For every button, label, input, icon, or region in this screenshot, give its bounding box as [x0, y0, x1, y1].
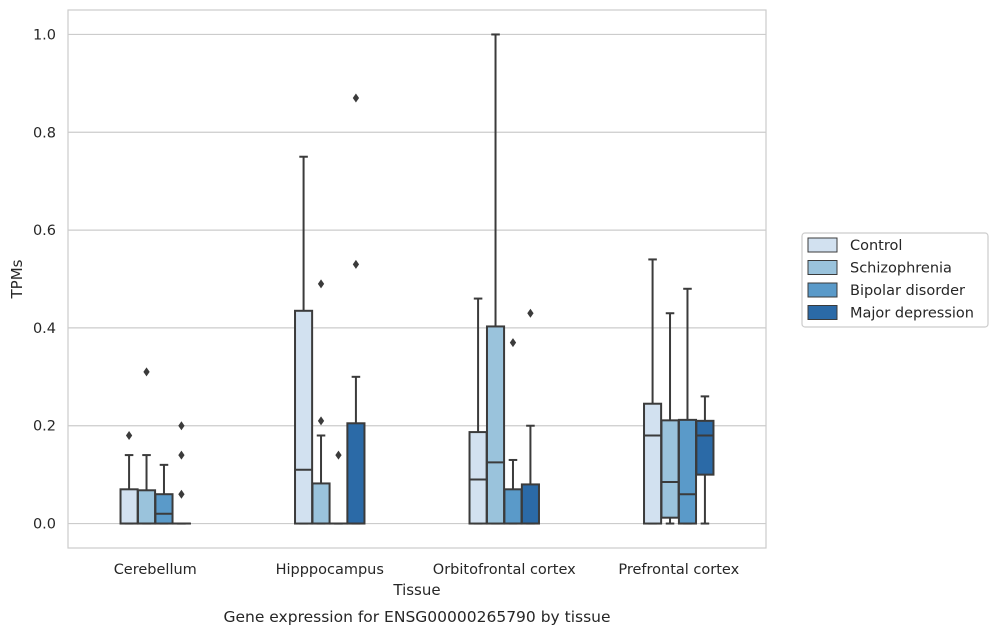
outlier-point [178, 421, 184, 430]
box-control [121, 431, 138, 524]
box-body [522, 484, 539, 523]
legend-label: Major depression [850, 306, 974, 322]
x-tick-label: Hipppocampus [276, 562, 384, 578]
box-body [696, 421, 713, 475]
outlier-point [178, 490, 184, 499]
box-body [504, 489, 521, 523]
legend-label: Control [850, 238, 902, 254]
outlier-point [335, 451, 341, 460]
outlier-point [353, 94, 359, 103]
box-bipolar-disorder [679, 289, 696, 524]
x-tick-label: Prefrontal cortex [618, 562, 739, 578]
y-tick-label: 0.8 [33, 125, 56, 141]
y-tick-label: 1.0 [33, 27, 56, 43]
box-body [487, 326, 504, 523]
y-tick-label: 0.2 [33, 419, 56, 435]
box-body [661, 420, 678, 517]
box-body [470, 432, 487, 523]
box-major-depression [173, 421, 190, 523]
box-schizophrenia [661, 313, 678, 523]
legend: Control Schizophrenia Bipolar disorder Majo… [802, 233, 988, 327]
x-tick-label: Orbitofrontal cortex [433, 562, 576, 578]
y-tick-label: 0.4 [33, 321, 56, 337]
legend-swatch [808, 238, 837, 252]
y-axis-label: TPMs [8, 259, 26, 299]
legend-swatch [808, 283, 837, 297]
x-axis-label: Tissue [392, 581, 440, 599]
y-tick-labels: 0.0 0.2 0.4 0.6 0.8 1.0 [33, 27, 56, 532]
box-body [347, 423, 364, 523]
box-major-depression [347, 94, 364, 524]
y-tick-label: 0.6 [33, 223, 56, 239]
outlier-point [318, 279, 324, 288]
outlier-point [126, 431, 132, 440]
box-schizophrenia [312, 279, 329, 523]
data-layer [121, 34, 714, 523]
box-body [312, 483, 329, 523]
box-bipolar-disorder [504, 338, 521, 523]
box-body [138, 490, 155, 523]
box-body [155, 494, 172, 523]
outlier-point [318, 416, 324, 425]
box-body [679, 420, 696, 524]
y-tick-label: 0.0 [33, 517, 56, 533]
outlier-point [510, 338, 516, 347]
box-body [121, 489, 138, 523]
box-major-depression [522, 309, 539, 524]
box-major-depression [696, 396, 713, 523]
legend-swatch [808, 261, 837, 275]
box-control [644, 259, 661, 523]
x-tick-label: Cerebellum [114, 562, 197, 578]
legend-label: Schizophrenia [850, 261, 952, 277]
box-body [644, 404, 661, 524]
outlier-point [143, 367, 149, 376]
legend-swatch [808, 306, 837, 320]
outlier-point [178, 451, 184, 460]
outlier-point [527, 309, 533, 318]
chart-caption: Gene expression for ENSG00000265790 by t… [223, 608, 610, 626]
box-bipolar-disorder [155, 465, 172, 524]
box-control [470, 299, 487, 524]
box-schizophrenia [138, 367, 155, 523]
box-bipolar-disorder [330, 451, 347, 524]
box-control [295, 157, 312, 524]
outlier-point [353, 260, 359, 269]
box-schizophrenia [487, 34, 504, 523]
box-body [295, 311, 312, 524]
x-tick-labels: Cerebellum Hipppocampus Orbitofrontal cort… [114, 562, 740, 578]
legend-label: Bipolar disorder [850, 283, 965, 299]
